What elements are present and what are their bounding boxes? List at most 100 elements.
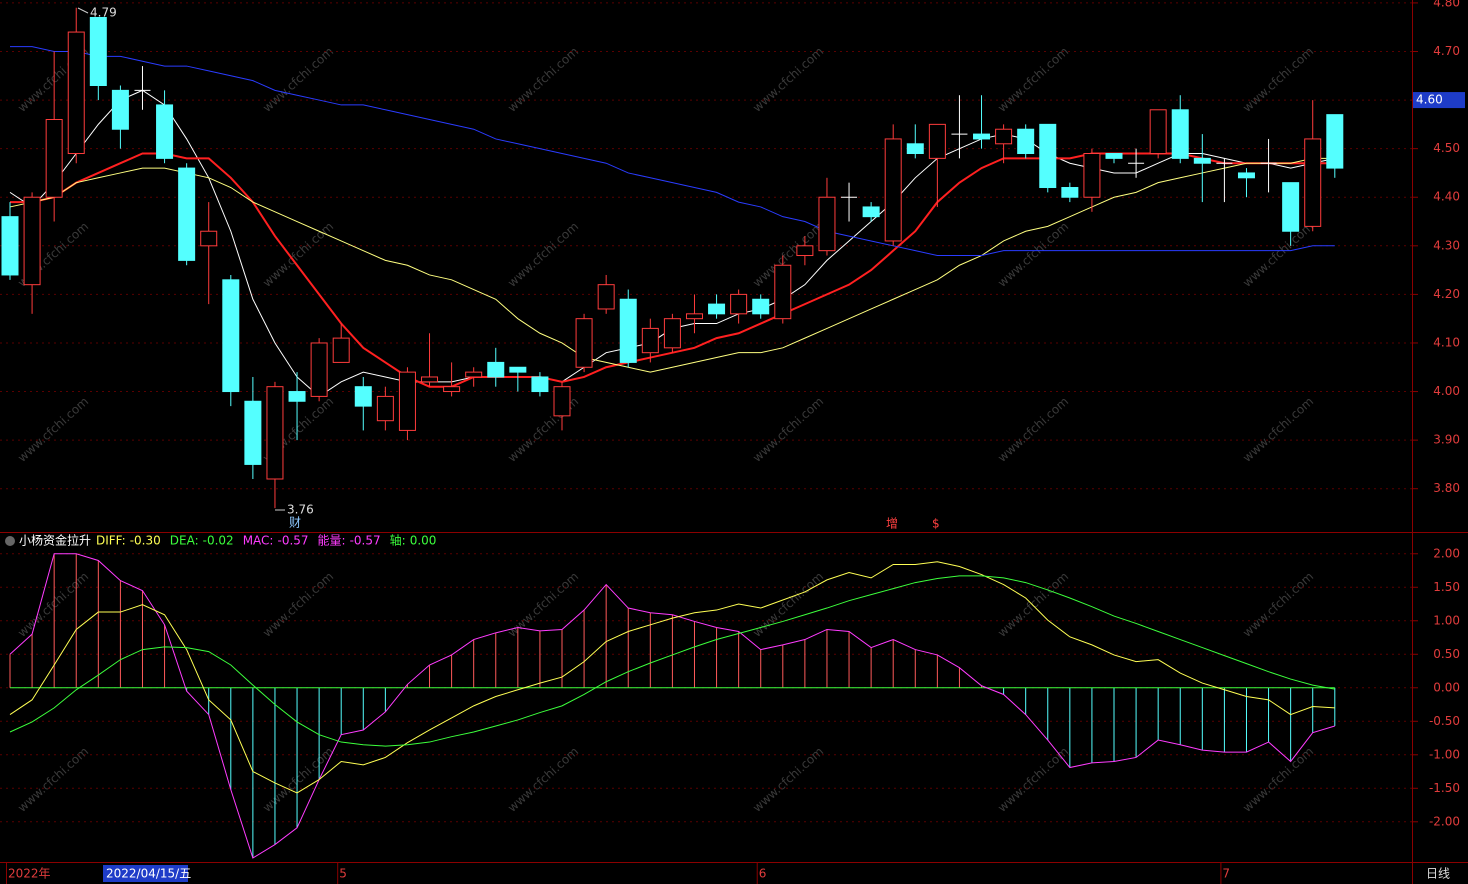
candle-body [884,138,902,242]
high-annotation: 4.79 [90,6,117,20]
candle-body [222,279,240,393]
y-tick-label: 4.50 [1433,141,1460,155]
event-marker: 财 [289,516,301,530]
y-tick-label: 1.50 [1433,580,1460,594]
candle-body [354,386,372,407]
y-tick-label: 4.80 [1433,0,1460,9]
x-tick-label: 2022年 [8,867,51,881]
watermark: www.cfchi.com [260,44,336,115]
candle-body [266,386,284,480]
candle-body [1017,128,1035,155]
watermark: www.cfchi.com [750,569,826,640]
last-price-label: 4.60 [1416,93,1443,107]
candle-body [597,284,615,310]
candle-body [398,371,416,431]
candle-body [244,400,262,465]
watermark: www.cfchi.com [1240,394,1316,465]
y-tick-label: 3.80 [1433,481,1460,495]
candle-body [45,119,63,198]
candle-body [1061,187,1079,198]
line-series [10,46,1335,257]
watermark: www.cfchi.com [505,44,581,115]
candle-body [641,327,659,354]
candle-body [1171,109,1189,159]
legend-label: 能量: [318,534,346,548]
candle-body [774,264,792,320]
candle-body [1083,153,1101,198]
candle-body [796,245,814,257]
y-tick-label: 4.00 [1433,384,1460,398]
candle-body [288,391,306,402]
watermark: www.cfchi.com [15,394,91,465]
candle-body [1237,172,1255,179]
candle-body [487,361,505,378]
candle-body [67,31,85,155]
indicator-title: 小杨资金拉升 [19,533,91,548]
y-tick-label: 0.50 [1433,647,1460,661]
y-tick-label: 4.20 [1433,287,1460,301]
candle-body [1304,138,1322,227]
candle-body [200,230,218,247]
legend-value: -0.57 [277,534,308,548]
candle-body [531,376,549,393]
y-tick-label: -1.00 [1429,747,1460,761]
legend-label: 轴: [390,533,406,548]
candle-body [1,216,19,276]
x-tick-label: 5 [339,867,347,881]
last-price-box [1413,92,1465,109]
watermark: www.cfchi.com [1240,569,1316,640]
candle-body [973,133,991,140]
candle-body [752,298,770,315]
candle-body [862,206,880,218]
candle-body [178,167,196,261]
candle-body [89,16,107,86]
y-tick-label: 4.70 [1433,44,1460,58]
candle-body [332,337,350,363]
event-marker: 增 [886,517,898,531]
candle-body [443,386,461,393]
watermark: www.cfchi.com [1240,44,1316,115]
candle-body [1149,109,1167,155]
legend-label: MAC: [243,534,274,548]
y-tick-label: 3.90 [1433,433,1460,447]
candle-body [310,342,328,397]
candle-body [1039,123,1057,189]
watermark: www.cfchi.com [750,394,826,465]
watermark: www.cfchi.com [1240,219,1316,290]
line-series [9,553,1335,859]
candle-body [421,376,439,383]
period-label: 日线 [1426,867,1450,881]
legend-label: DIFF: [96,534,126,548]
candle-body [23,196,41,286]
y-tick-label: -2.00 [1429,814,1460,828]
candle-body [708,303,726,315]
candle-body [928,123,946,159]
candle-body [685,313,703,320]
candle-body [619,298,637,363]
candle-body [509,366,527,373]
legend-value: -0.02 [203,534,234,548]
watermark: www.cfchi.com [505,569,581,640]
y-tick-label: 0.00 [1433,680,1460,694]
candle-body [1282,182,1300,232]
candle-body [553,386,571,417]
candle-body [818,196,836,252]
y-tick-label: 4.10 [1433,335,1460,349]
watermark: www.cfchi.com [995,394,1071,465]
line-series [9,575,1335,747]
indicator-icon [5,536,15,546]
watermark: www.cfchi.com [15,569,91,640]
x-tick-label: 7 [1222,867,1230,881]
watermark: www.cfchi.com [505,219,581,290]
y-tick-label: -0.50 [1429,714,1460,728]
candle-body [730,293,748,315]
candle-body [156,104,174,159]
y-tick-label: 2.00 [1433,546,1460,560]
x-tick-label: 6 [759,867,767,881]
candle-body [906,143,924,155]
candle-body [1193,157,1211,164]
y-tick-label: -1.50 [1429,781,1460,795]
watermark: www.cfchi.com [750,744,826,815]
line-series [9,157,1335,373]
